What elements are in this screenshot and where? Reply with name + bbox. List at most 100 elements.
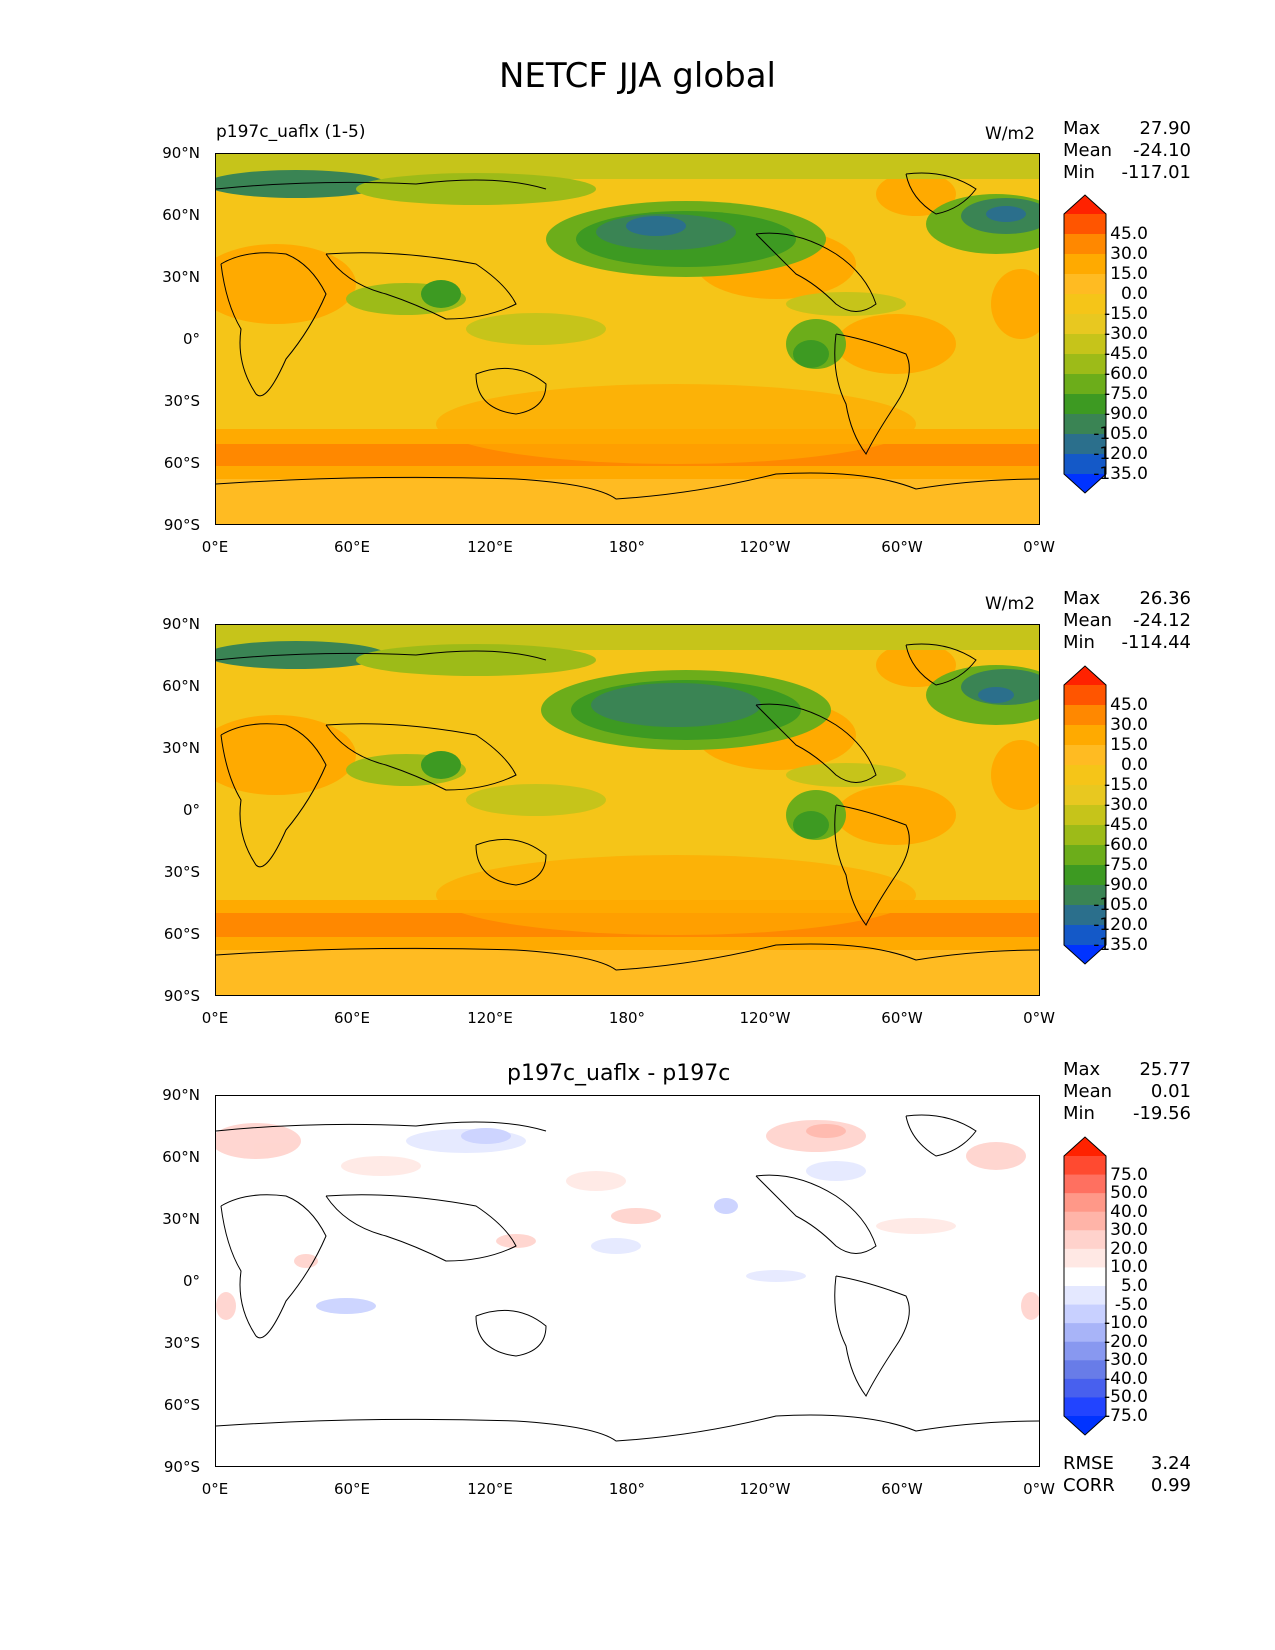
lat-tick-label: 90°S [163, 1458, 200, 1476]
lat-tick-label: 30°S [163, 863, 200, 881]
colorbar-tick-label: -135.0 [1093, 464, 1148, 484]
colorbar-segment [1064, 885, 1106, 906]
colorbar-tick-label: -75.0 [1104, 1406, 1148, 1426]
colorbar-tick-label: 30.0 [1110, 244, 1148, 264]
colorbar-segment [1064, 925, 1106, 946]
lat-tick-label: 60°S [163, 1396, 200, 1414]
colorbar-segment [1064, 1323, 1106, 1343]
colorbar-segment [1064, 725, 1106, 746]
colorbar-segment [1064, 865, 1106, 886]
lat-tick-label: 30°N [162, 1210, 200, 1228]
mean-label: Mean [1063, 610, 1113, 631]
colorbar-segment [1064, 314, 1106, 335]
colorbar-tick-label: -45.0 [1104, 344, 1148, 364]
colorbar-extend-bottom [1064, 945, 1106, 964]
lon-tick-label: 60°W [881, 1009, 923, 1027]
colorbar-tick-label: -30.0 [1104, 324, 1148, 344]
lat-tick-label: 30°N [162, 268, 200, 286]
colorbar-tick-label: 0.0 [1120, 755, 1148, 775]
colorbar-tick-label: 75.0 [1110, 1164, 1148, 1185]
lon-tick-label: 0°E [201, 1480, 229, 1498]
colorbar-tick-label: -135.0 [1093, 935, 1148, 955]
min-label: Min [1063, 162, 1095, 183]
lon-tick-label: 180° [608, 1009, 646, 1027]
mean-value: -24.12 [1132, 610, 1191, 631]
colorbar-tick-label: 40.0 [1110, 1201, 1148, 1222]
colorbar-extend-top [1064, 1137, 1106, 1156]
colorbar-tick-label: 15.0 [1110, 264, 1148, 284]
lat-tick-label: 90°S [163, 987, 200, 1005]
lon-tick-label: 0°E [201, 1009, 229, 1027]
lon-tick-label: 120°W [739, 1480, 791, 1498]
panel3-diff-svg [216, 1096, 1039, 1466]
rmse-label: RMSE [1063, 1453, 1114, 1474]
lat-tick-label: 90°N [162, 144, 200, 162]
panel1-map [215, 153, 1040, 525]
colorbar-tick-label: -15.0 [1104, 304, 1148, 324]
colorbar-tick-label: 5.0 [1120, 1276, 1148, 1296]
colorbar-extend-bottom [1064, 474, 1106, 493]
corr-label: CORR [1063, 1475, 1115, 1496]
lat-tick-label: 60°N [162, 677, 200, 695]
lat-tick-label: 30°N [162, 739, 200, 757]
colorbar-tick-label: -20.0 [1104, 1331, 1148, 1352]
panel3-map [215, 1095, 1040, 1467]
lon-tick-label: 0°W [1023, 1009, 1055, 1027]
mean-value: -24.10 [1132, 140, 1191, 161]
colorbar-tick-label: -60.0 [1104, 835, 1148, 855]
colorbar-tick-label: -75.0 [1104, 384, 1148, 404]
colorbar-tick-label: 45.0 [1110, 224, 1148, 244]
colorbar-extend-bottom [1064, 1416, 1106, 1435]
colorbar-segment [1064, 234, 1106, 255]
colorbar-segment [1064, 905, 1106, 926]
max-label: Max [1063, 588, 1101, 609]
lon-tick-label: 180° [608, 538, 646, 556]
colorbar-segment [1064, 394, 1106, 415]
colorbar-segment [1064, 334, 1106, 355]
colorbar-tick-label: 30.0 [1110, 1220, 1148, 1241]
colorbar-tick-label: -30.0 [1104, 1350, 1148, 1371]
lat-tick-label: 90°N [162, 1086, 200, 1104]
panel2-map [215, 624, 1040, 996]
panel3-rmse-corr: RMSE 3.24 CORR 0.99 [1063, 1453, 1191, 1497]
colorbar-tick-label: 15.0 [1110, 735, 1148, 755]
lat-tick-label: 0° [182, 801, 200, 819]
colorbar-tick-label: -75.0 [1104, 855, 1148, 875]
colorbar-segment [1064, 294, 1106, 315]
colorbar-tick-label: -15.0 [1104, 775, 1148, 795]
max-value: 27.90 [1139, 118, 1191, 139]
colorbar-tick-label: 10.0 [1110, 1257, 1148, 1278]
colorbar-tick-label: -120.0 [1093, 444, 1148, 464]
colorbar-segment [1064, 414, 1106, 435]
lat-tick-label: 30°S [163, 1334, 200, 1352]
rmse-value: 3.24 [1150, 1453, 1191, 1474]
colorbar-segment [1064, 745, 1106, 766]
colorbar-tick-label: -5.0 [1114, 1294, 1148, 1315]
colorbar-segment [1064, 1193, 1106, 1213]
colorbar-tick-label: -120.0 [1093, 915, 1148, 935]
colorbar-tick-label: 45.0 [1110, 695, 1148, 715]
lat-tick-label: 60°S [163, 454, 200, 472]
figure-title: NETCF JJA global [498, 56, 776, 96]
lat-tick-label: 60°S [163, 925, 200, 943]
colorbar-tick-label: -40.0 [1104, 1368, 1148, 1389]
lon-tick-label: 0°E [201, 538, 229, 556]
colorbar-segment [1064, 274, 1106, 295]
colorbar-segment [1064, 1378, 1106, 1398]
lon-tick-label: 120°E [467, 538, 513, 556]
colorbar-segment [1064, 214, 1106, 235]
colorbar-segment [1064, 374, 1106, 395]
colorbar-segment [1064, 1341, 1106, 1361]
lat-tick-label: 0° [182, 330, 200, 348]
colorbar-tick-label: -30.0 [1104, 795, 1148, 815]
lon-tick-label: 60°E [333, 538, 371, 556]
lon-tick-label: 0°W [1023, 538, 1055, 556]
panel2-colorbar [1063, 665, 1107, 965]
colorbar-outline [1063, 665, 1107, 965]
colorbar-segment [1064, 765, 1106, 786]
colorbar-segment [1064, 1230, 1106, 1250]
colorbar-tick-label: 0.0 [1120, 284, 1148, 304]
lat-tick-label: 90°S [163, 516, 200, 534]
lon-tick-label: 120°W [739, 538, 791, 556]
lat-tick-label: 60°N [162, 206, 200, 224]
